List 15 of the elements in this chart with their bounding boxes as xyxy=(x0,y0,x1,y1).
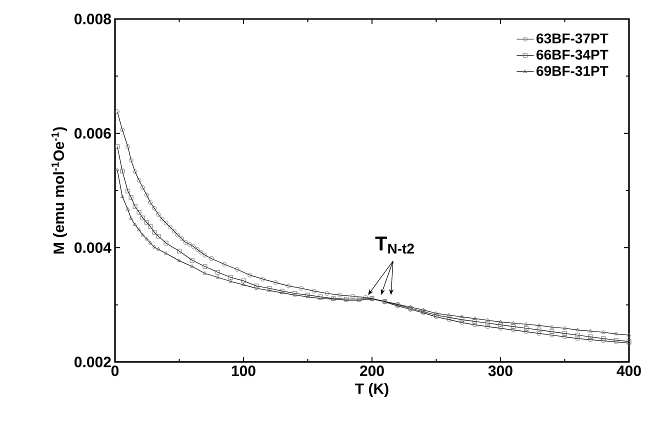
x-tick-label: 200 xyxy=(360,366,384,376)
x-axis-title: T (K) xyxy=(355,383,388,397)
x-tick-label: 100 xyxy=(232,366,256,376)
x-tick-label: 400 xyxy=(616,366,641,376)
legend-label: 63BF-37PT xyxy=(536,33,608,44)
legend-label: 69BF-31PT xyxy=(536,66,608,76)
y-axis-title: M (emu mol$^{-1}$Oe$^{-1}$) xyxy=(52,127,68,254)
x-tick-label: 300 xyxy=(488,366,512,376)
y-tick-label: 0.004 xyxy=(74,242,112,253)
y-tick-label: 0.008 xyxy=(74,14,111,24)
y-tick-label: 0.002 xyxy=(74,356,111,368)
legend-label: 66BF-34PT xyxy=(536,50,608,60)
y-tick-label: 0.006 xyxy=(74,128,111,139)
annotation: T$_{N-t2}$ xyxy=(375,236,414,254)
x-tick-label: 0 xyxy=(111,366,119,376)
